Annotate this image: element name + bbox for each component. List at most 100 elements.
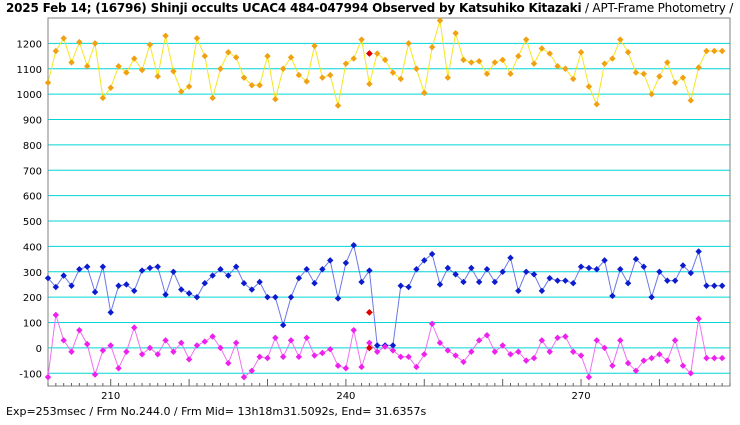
blue-series-point xyxy=(146,264,154,272)
magenta-series-point xyxy=(687,370,695,377)
magenta-series-point xyxy=(405,353,412,361)
yellow-series-point xyxy=(342,60,350,67)
blue-series-point xyxy=(107,309,114,316)
magenta-series-point xyxy=(272,334,279,341)
yellow-series-point xyxy=(381,56,389,64)
magenta-series-point xyxy=(577,352,585,359)
magenta-series-point xyxy=(601,344,608,352)
magenta-series-point xyxy=(483,332,491,339)
magenta-series-point xyxy=(123,348,130,355)
magenta-series-point xyxy=(624,359,632,367)
magenta-series-point xyxy=(264,354,271,362)
blue-series-point xyxy=(185,290,193,297)
yellow-series-point xyxy=(577,49,585,56)
magenta-series-point xyxy=(311,352,318,359)
blue-series-point xyxy=(60,272,67,279)
blue-series-point xyxy=(601,257,608,264)
blue-series-point xyxy=(68,282,75,289)
blue-series-point xyxy=(123,281,130,288)
yellow-series-point xyxy=(389,69,397,76)
blue-series-point xyxy=(138,267,146,274)
yellow-series-point xyxy=(640,70,647,78)
yellow-series-point xyxy=(76,38,83,46)
yellow-series-point xyxy=(311,42,318,50)
blue-series-point xyxy=(617,266,624,273)
yellow-series-point xyxy=(711,47,718,55)
yellow-series-point xyxy=(546,50,553,57)
blue-series-point xyxy=(232,263,240,270)
magenta-series-point xyxy=(522,357,530,364)
yellow-series-point xyxy=(217,65,224,72)
yellow-series-point xyxy=(209,94,216,102)
yellow-series-point xyxy=(138,66,146,74)
blue-series-point xyxy=(334,295,342,302)
blue-series-point xyxy=(240,280,248,287)
y-tick-label: 1000 xyxy=(17,90,42,101)
blue-series-point xyxy=(530,271,538,278)
yellow-series-point xyxy=(60,35,67,42)
magenta-series-point xyxy=(421,351,428,358)
plot-frame xyxy=(47,17,731,387)
blue-series-point xyxy=(279,321,287,329)
blue-series-point xyxy=(695,248,702,255)
magenta-series-point xyxy=(217,344,224,352)
blue-series-point xyxy=(76,266,83,273)
magenta-series-point xyxy=(538,337,546,344)
magenta-series-point xyxy=(562,333,569,340)
magenta-series-point xyxy=(515,348,522,355)
blue-series-point xyxy=(256,278,263,286)
blue-series-point xyxy=(452,271,459,278)
blue-series-point xyxy=(711,282,718,289)
yellow-series-point xyxy=(444,74,451,81)
magenta-series-point xyxy=(76,326,83,334)
blue-series-point xyxy=(632,255,640,263)
yellow-series-point xyxy=(703,47,710,55)
magenta-series-point xyxy=(225,359,232,367)
magenta-series-point xyxy=(374,348,381,355)
yellow-series-point xyxy=(664,59,671,66)
magenta-series-point xyxy=(664,357,671,364)
yellow-series-point xyxy=(107,84,114,91)
blue-series-point xyxy=(115,282,122,289)
yellow-series-point xyxy=(272,96,279,103)
y-tick-label: 600 xyxy=(23,192,42,203)
magenta-series-point xyxy=(350,326,357,334)
blue-series-point xyxy=(374,342,381,349)
blue-series-point xyxy=(648,293,655,301)
magenta-series-point xyxy=(52,311,60,319)
magenta-series-point xyxy=(342,365,350,372)
yellow-series-point xyxy=(648,90,655,98)
yellow-series-point xyxy=(617,36,624,43)
magenta-series-point xyxy=(585,373,593,381)
yellow-series-point xyxy=(123,69,130,76)
yellow-series-point xyxy=(436,17,444,24)
yellow-series-point xyxy=(248,82,256,89)
blue-series-line xyxy=(47,243,723,346)
magenta-series-point xyxy=(554,334,561,341)
yellow-series-point xyxy=(115,63,122,70)
blue-series-point xyxy=(687,269,695,277)
magenta-series-point xyxy=(240,373,248,381)
blue-series-point xyxy=(295,274,303,282)
yellow-series-point xyxy=(374,50,381,57)
magenta-series-point xyxy=(248,367,256,374)
magenta-series-point xyxy=(468,348,475,355)
blue-series-point xyxy=(170,268,177,275)
yellow-series-point xyxy=(483,70,491,78)
y-tick-label: 900 xyxy=(23,116,42,127)
blue-series-point xyxy=(248,286,256,293)
blue-series-point xyxy=(366,267,373,274)
magenta-series-point xyxy=(381,343,389,350)
yellow-series-point xyxy=(193,35,201,42)
magenta-series-point xyxy=(327,346,334,353)
yellow-series-point xyxy=(303,78,310,85)
magenta-series-point xyxy=(460,358,467,366)
blue-series-point xyxy=(460,278,467,286)
yellow-series-point xyxy=(515,52,522,60)
blue-series-point xyxy=(562,277,569,284)
magenta-series-point xyxy=(170,348,177,355)
magenta-series-point xyxy=(99,347,107,354)
magenta-series-point xyxy=(83,340,91,348)
yellow-series-point xyxy=(52,47,60,55)
